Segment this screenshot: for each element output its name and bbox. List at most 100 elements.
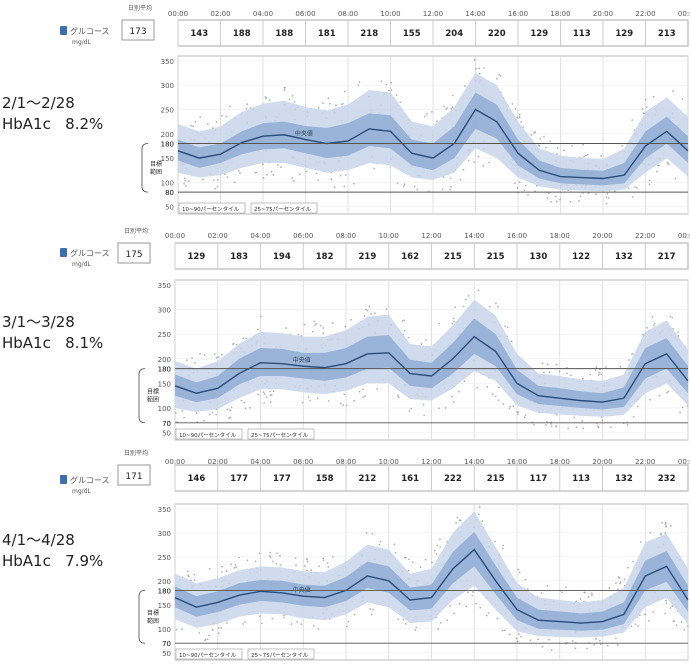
reading-dot	[181, 628, 183, 630]
daily-avg-caption: 日別平均	[124, 227, 148, 235]
reading-dot	[184, 180, 187, 182]
reading-dot	[228, 417, 231, 420]
reading-dot	[436, 120, 438, 123]
reading-dot	[664, 532, 667, 534]
reading-dot	[546, 196, 549, 199]
target-range-label: 目標	[150, 160, 162, 168]
reading-dot	[453, 612, 456, 615]
reading-dot	[601, 419, 604, 422]
hour-tick-label: 02:00	[210, 10, 230, 18]
reading-dot	[230, 563, 233, 566]
reading-dot	[322, 559, 325, 562]
reading-dot	[404, 623, 407, 625]
y-tick-label: 350	[158, 282, 171, 290]
reading-dot	[631, 196, 634, 198]
reading-dot	[660, 533, 663, 536]
hba1c-row: HbA1c 7.9%	[2, 551, 103, 572]
reading-dot	[422, 403, 425, 406]
reading-dot	[268, 99, 271, 102]
reading-dot	[641, 108, 644, 110]
reading-dot	[191, 357, 194, 359]
reading-dot	[362, 388, 364, 391]
y-tick-label: 200	[158, 356, 171, 364]
hourly-avg-value: 162	[401, 252, 419, 262]
reading-dot	[579, 598, 582, 600]
reading-dot	[615, 582, 617, 584]
reading-dot	[623, 578, 626, 581]
reading-dot	[339, 402, 342, 405]
reading-dot	[516, 116, 519, 119]
target-range-label: 範囲	[147, 617, 159, 625]
y-tick-label: 100	[161, 179, 174, 187]
reading-dot	[238, 556, 240, 559]
reading-dot	[388, 89, 390, 92]
glucose-icon	[60, 26, 67, 35]
reading-dot	[665, 599, 668, 602]
target-tick-label: 180	[158, 587, 171, 595]
reading-dot	[523, 189, 526, 192]
reading-dot	[524, 414, 527, 417]
reading-dot	[467, 591, 469, 594]
reading-dot	[439, 546, 441, 548]
daily-avg-value: 171	[125, 472, 142, 482]
hourly-avg-value: 113	[572, 474, 590, 484]
reading-dot	[501, 629, 504, 632]
reading-dot	[364, 395, 367, 398]
reading-dot	[363, 315, 366, 317]
hour-tick-label: 10:00	[379, 232, 399, 240]
hour-tick-label: 18:00	[550, 10, 570, 18]
reading-dot	[644, 98, 647, 101]
agp-panel-feb: 2/1～2/28 HbA1c 8.2% グルコース mg/dL 日別平均 173 00:…	[0, 0, 690, 220]
reading-dot	[450, 107, 453, 110]
reading-dot	[581, 420, 584, 422]
reading-dot	[211, 628, 214, 631]
reading-dot	[279, 554, 281, 557]
reading-dot	[454, 306, 457, 309]
y-tick-label: 350	[158, 506, 171, 514]
hourly-avg-value: 117	[530, 474, 548, 484]
reading-dot	[502, 403, 505, 405]
reading-dot	[413, 185, 416, 188]
daily-avg-caption: 日別平均	[128, 4, 152, 12]
agp-chart: グルコース mg/dL 日別平均 173 00:00 02:00 04:00 06:00 08:…	[60, 4, 690, 215]
hba1c-value: 7.9%	[65, 552, 104, 570]
daily-avg-caption: 日別平均	[124, 449, 148, 457]
reading-dot	[649, 398, 651, 401]
hourly-avg-value: 177	[273, 474, 291, 484]
reading-dot	[587, 192, 590, 195]
daily-avg-box	[117, 464, 151, 486]
reading-dot	[462, 305, 465, 308]
y-tick-label: 300	[158, 530, 171, 538]
reading-dot	[459, 178, 462, 181]
reading-dot	[294, 557, 297, 560]
reading-dot	[515, 637, 518, 640]
hba1c-value: 8.1%	[65, 334, 104, 352]
reading-dot	[226, 408, 229, 411]
reading-dot	[328, 102, 331, 105]
reading-dot	[373, 167, 376, 170]
reading-dot	[390, 89, 393, 91]
reading-dot	[613, 190, 616, 193]
hour-tick-label: 14:00	[465, 10, 485, 18]
reading-dot	[343, 90, 346, 93]
reading-dot	[669, 315, 672, 318]
hourly-avg-value: 155	[403, 29, 421, 39]
reading-dot	[232, 342, 235, 345]
y-tick-label: 200	[158, 578, 171, 586]
reading-dot	[188, 180, 190, 183]
reading-dot	[640, 541, 642, 543]
reading-dot	[263, 393, 266, 395]
reading-dot	[548, 192, 550, 194]
reading-dot	[410, 407, 412, 410]
reading-dot	[397, 396, 400, 398]
reading-dot	[458, 602, 461, 605]
reading-dot	[658, 164, 660, 167]
reading-dot	[616, 644, 619, 646]
reading-dot	[357, 84, 360, 87]
reading-dot	[534, 190, 537, 192]
reading-dot	[605, 366, 607, 368]
reading-dot	[474, 67, 477, 70]
reading-dot	[436, 544, 439, 547]
reading-dot	[319, 324, 322, 327]
reading-dot	[636, 186, 638, 189]
